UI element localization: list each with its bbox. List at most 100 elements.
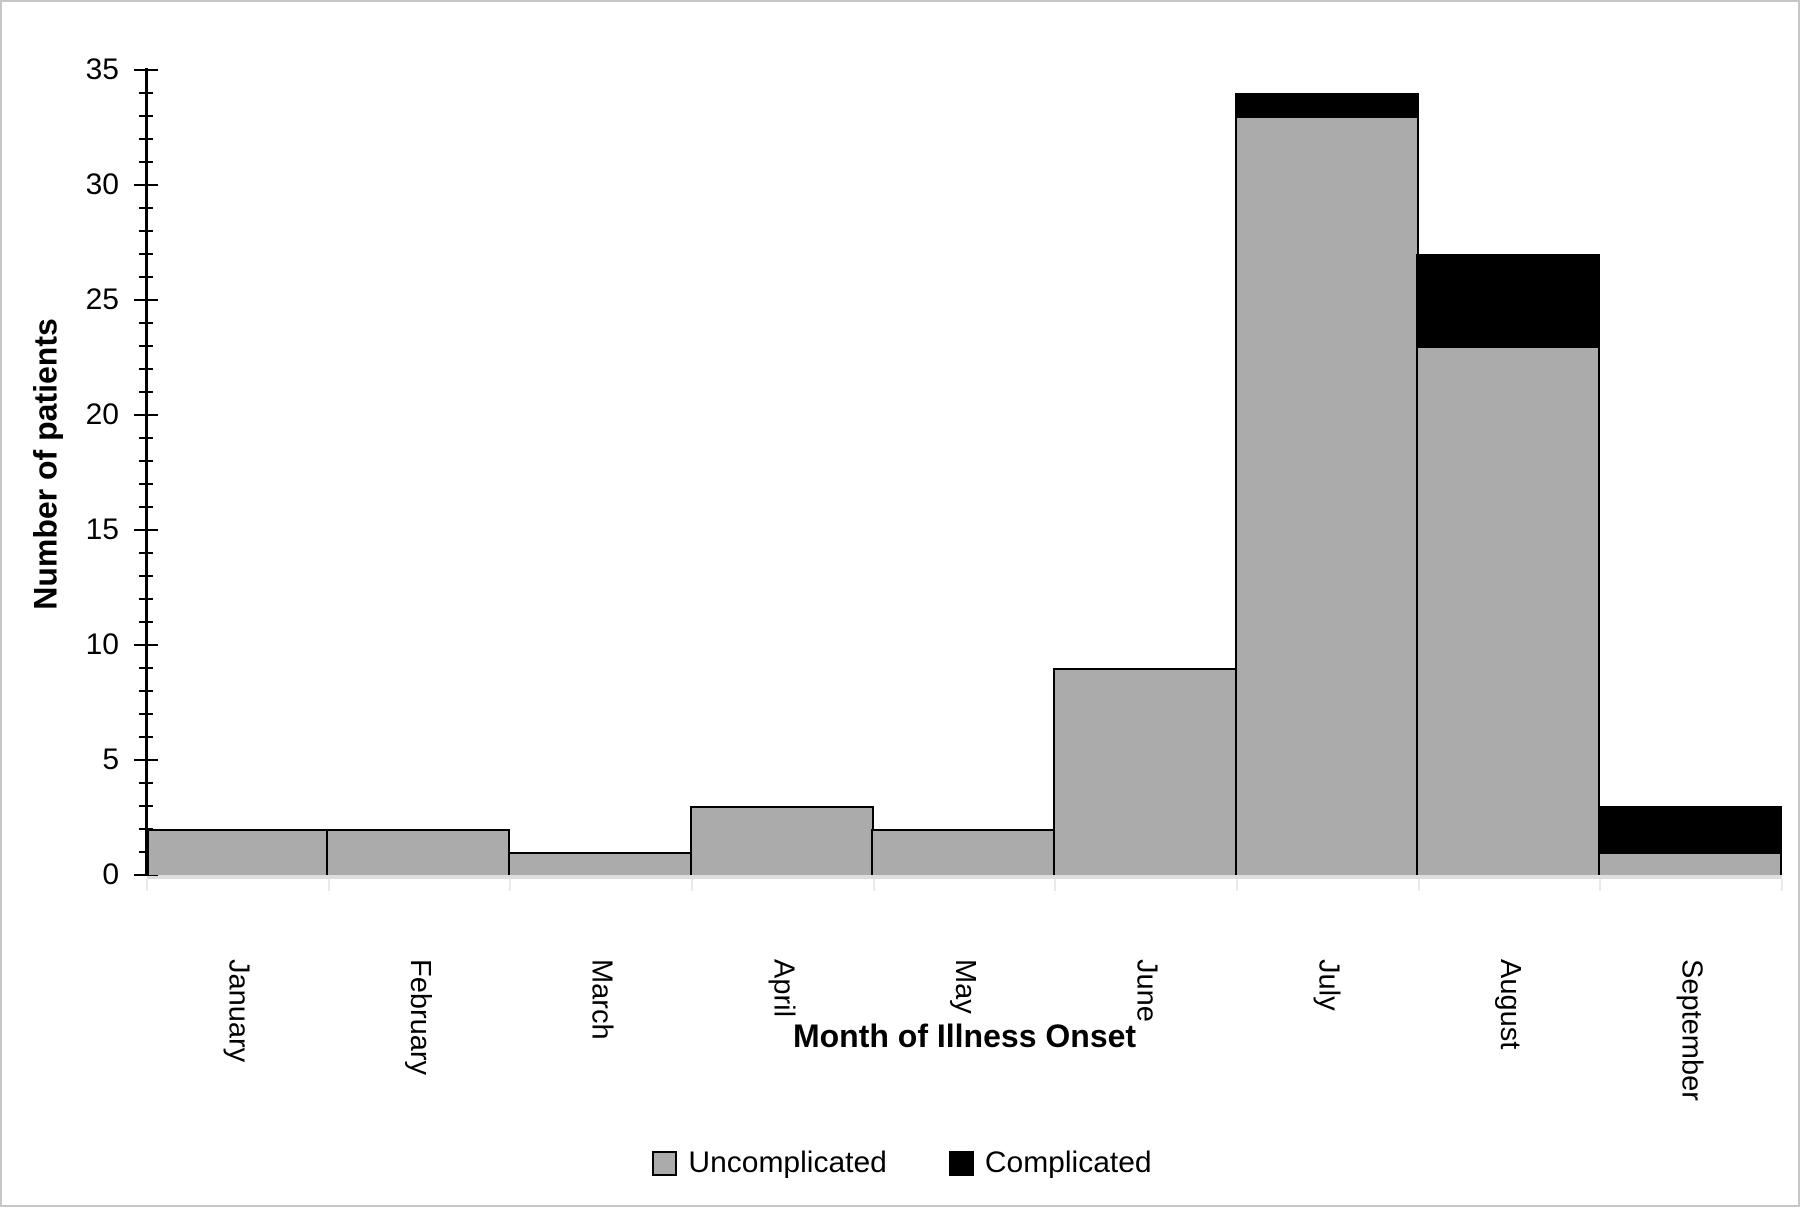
legend-swatch-uncomplicated bbox=[652, 1150, 678, 1176]
legend: Uncomplicated Complicated bbox=[2, 1146, 1798, 1179]
y-tick-label: 10 bbox=[85, 628, 119, 661]
y-minor-tick bbox=[139, 851, 153, 853]
bar-june bbox=[1052, 668, 1237, 875]
y-tick-label: 35 bbox=[85, 53, 119, 86]
y-minor-tick bbox=[139, 230, 153, 232]
x-category-tick bbox=[1599, 879, 1602, 891]
y-major-tick bbox=[134, 644, 158, 646]
y-minor-tick bbox=[139, 736, 153, 738]
x-category-tick bbox=[691, 879, 693, 891]
y-minor-tick bbox=[139, 598, 153, 600]
y-minor-tick bbox=[139, 345, 153, 347]
x-tick-label-text: March bbox=[585, 959, 618, 1040]
y-minor-tick bbox=[139, 437, 153, 439]
bar-july bbox=[1234, 93, 1419, 875]
y-tick-label: 20 bbox=[85, 398, 119, 431]
x-category-tick bbox=[509, 879, 512, 891]
y-major-tick bbox=[134, 299, 158, 301]
legend-item-uncomplicated: Uncomplicated bbox=[652, 1146, 887, 1179]
bar-segment-complicated bbox=[1597, 806, 1782, 852]
legend-swatch-complicated bbox=[948, 1150, 974, 1176]
y-minor-tick bbox=[139, 805, 153, 807]
x-tick-label-text: September bbox=[1675, 959, 1708, 1101]
y-minor-tick bbox=[139, 621, 153, 623]
x-tick-label-text: May bbox=[948, 959, 981, 1014]
y-tick-label: 5 bbox=[102, 743, 119, 776]
bar-segment-uncomplicated bbox=[326, 829, 511, 875]
legend-item-complicated: Complicated bbox=[948, 1148, 1152, 1178]
y-minor-tick bbox=[139, 276, 153, 278]
x-category-tick bbox=[872, 879, 875, 891]
y-tick-label: 0 bbox=[102, 858, 119, 891]
y-minor-tick bbox=[139, 828, 153, 830]
y-minor-tick bbox=[139, 506, 153, 508]
y-minor-tick bbox=[139, 115, 153, 117]
bar-march bbox=[507, 852, 692, 875]
y-axis-line bbox=[145, 68, 148, 875]
y-minor-tick bbox=[139, 391, 153, 393]
plot-area: 0 5 10 15 20 25 30 35 January February March April M… bbox=[86, 55, 1783, 1101]
bar-april bbox=[689, 806, 874, 875]
bar-segment-uncomplicated bbox=[1416, 346, 1601, 875]
y-minor-tick bbox=[139, 690, 153, 692]
y-minor-tick bbox=[139, 575, 153, 577]
y-minor-tick bbox=[139, 552, 153, 554]
x-tick-label-text: February bbox=[403, 959, 436, 1076]
x-category-tick bbox=[1236, 879, 1238, 891]
y-minor-tick bbox=[139, 713, 153, 715]
bar-segment-uncomplicated bbox=[147, 829, 329, 875]
y-minor-tick bbox=[139, 483, 153, 485]
bar-segment-uncomplicated bbox=[871, 829, 1056, 875]
x-tick-label-text: July bbox=[1312, 959, 1345, 1011]
bar-segment-uncomplicated bbox=[1597, 852, 1782, 875]
bar-segment-complicated bbox=[1416, 254, 1601, 346]
y-tick-label: 30 bbox=[85, 168, 119, 201]
y-major-tick bbox=[134, 184, 158, 186]
x-tick-label-text: April bbox=[767, 959, 800, 1018]
x-tick-label-may: May bbox=[874, 959, 1056, 1134]
x-tick-label-february: February bbox=[329, 959, 511, 1134]
bar-january bbox=[147, 829, 329, 875]
x-tick-label-july: July bbox=[1237, 959, 1419, 1134]
y-major-tick bbox=[134, 759, 158, 761]
y-minor-tick bbox=[139, 92, 153, 94]
bar-segment-uncomplicated bbox=[507, 852, 692, 875]
y-minor-tick bbox=[139, 138, 153, 140]
x-category-tick bbox=[1054, 879, 1057, 891]
y-axis-title: Number of patients bbox=[27, 318, 64, 610]
x-tick-label-august: August bbox=[1419, 959, 1601, 1134]
y-minor-tick bbox=[139, 782, 153, 784]
y-minor-tick bbox=[139, 322, 153, 324]
bar-segment-uncomplicated bbox=[1234, 116, 1419, 875]
x-category-tick bbox=[1417, 879, 1420, 891]
y-minor-tick bbox=[139, 207, 153, 209]
x-tick-label-text: August bbox=[1493, 959, 1526, 1050]
x-category-tick bbox=[327, 879, 330, 891]
x-tick-label-text: June bbox=[1130, 959, 1163, 1022]
y-minor-tick bbox=[139, 253, 153, 255]
y-tick-label: 15 bbox=[85, 513, 119, 546]
bar-may bbox=[871, 829, 1056, 875]
bar-february bbox=[326, 829, 511, 875]
y-minor-tick bbox=[139, 667, 153, 669]
x-tick-label-april: April bbox=[692, 959, 874, 1134]
x-tick-label-september: September bbox=[1600, 959, 1782, 1134]
x-tick-label-june: June bbox=[1055, 959, 1237, 1134]
x-category-tick bbox=[1781, 879, 1783, 891]
y-minor-tick bbox=[139, 460, 153, 462]
y-major-tick bbox=[134, 69, 158, 71]
bar-segment-uncomplicated bbox=[689, 806, 874, 875]
x-category-tick bbox=[146, 879, 148, 891]
bar-segment-complicated bbox=[1234, 93, 1419, 116]
y-tick-label: 25 bbox=[85, 283, 119, 316]
x-axis-title: Month of Illness Onset bbox=[792, 1018, 1137, 1054]
bar-september bbox=[1597, 806, 1782, 875]
x-tick-label-march: March bbox=[510, 959, 692, 1134]
y-minor-tick bbox=[139, 161, 153, 163]
y-major-tick bbox=[134, 874, 158, 876]
legend-label: Uncomplicated bbox=[688, 1146, 887, 1179]
x-axis-line bbox=[147, 875, 1782, 879]
y-major-tick bbox=[134, 529, 158, 531]
x-tick-label-january: January bbox=[147, 959, 329, 1134]
